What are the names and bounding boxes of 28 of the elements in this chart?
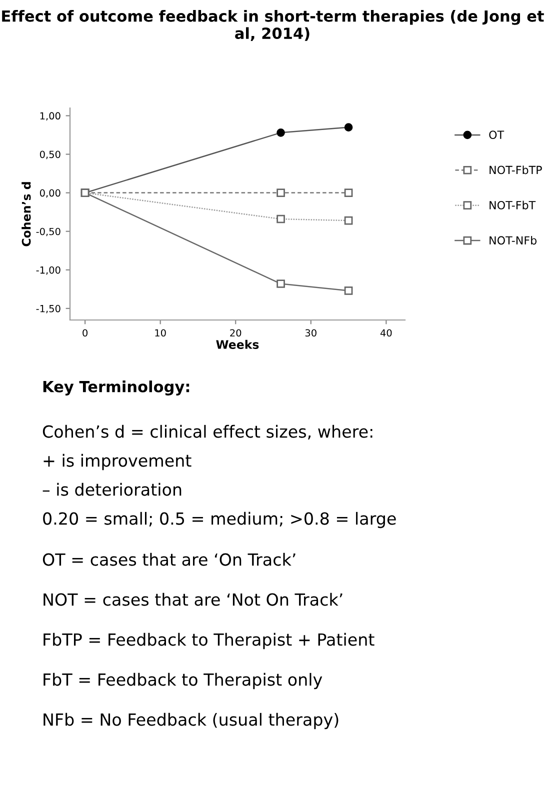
text: NOT = cases that are ‘Not On Track’ xyxy=(44,592,342,606)
text: OT = cases that are ‘On Track’ xyxy=(42,552,296,566)
y-tick-label: -1,50 xyxy=(36,304,60,314)
text: Key Terminology: xyxy=(43,380,190,396)
x-axis-title: Weeks xyxy=(216,340,259,349)
legend-label: NOT-FbTP xyxy=(490,166,542,174)
x-tick-label: 30 xyxy=(305,329,316,337)
text: 0.20 = small; 0.5 = medium; >0.8 = large xyxy=(43,512,396,528)
x-tick-label: 0 xyxy=(82,329,88,337)
text: FbT = Feedback to Therapist only xyxy=(44,672,322,690)
text: FbTP = Feedback to Therapist + Patient xyxy=(44,632,374,650)
y-tick-label: -1,00 xyxy=(36,266,60,275)
text: – is deterioration xyxy=(42,482,182,496)
x-tick-label: 40 xyxy=(380,329,392,337)
text: Cohen’s d = clinical effect sizes, where: xyxy=(42,424,372,440)
y-tick-label: 1,00 xyxy=(40,112,60,121)
text: NFb = No Feedback (usual therapy) xyxy=(44,712,338,730)
x-tick-label: 10 xyxy=(155,329,166,337)
y-tick-label: 0,00 xyxy=(40,189,60,198)
y-axis-title: Cohen’s d xyxy=(22,182,31,246)
x-tick-label: 20 xyxy=(230,329,242,337)
text: + is improvement xyxy=(44,454,192,470)
legend-label: NOT-NFb xyxy=(490,236,537,245)
legend-label: NOT-FbT xyxy=(490,200,536,210)
y-tick-label: -0,50 xyxy=(36,228,60,236)
chart-title: Effect of outcome feedback in short-term therapies (de Jong et al, 2014) xyxy=(2,10,544,42)
legend-label: OT xyxy=(489,130,504,139)
y-tick-label: 0,50 xyxy=(40,150,60,160)
